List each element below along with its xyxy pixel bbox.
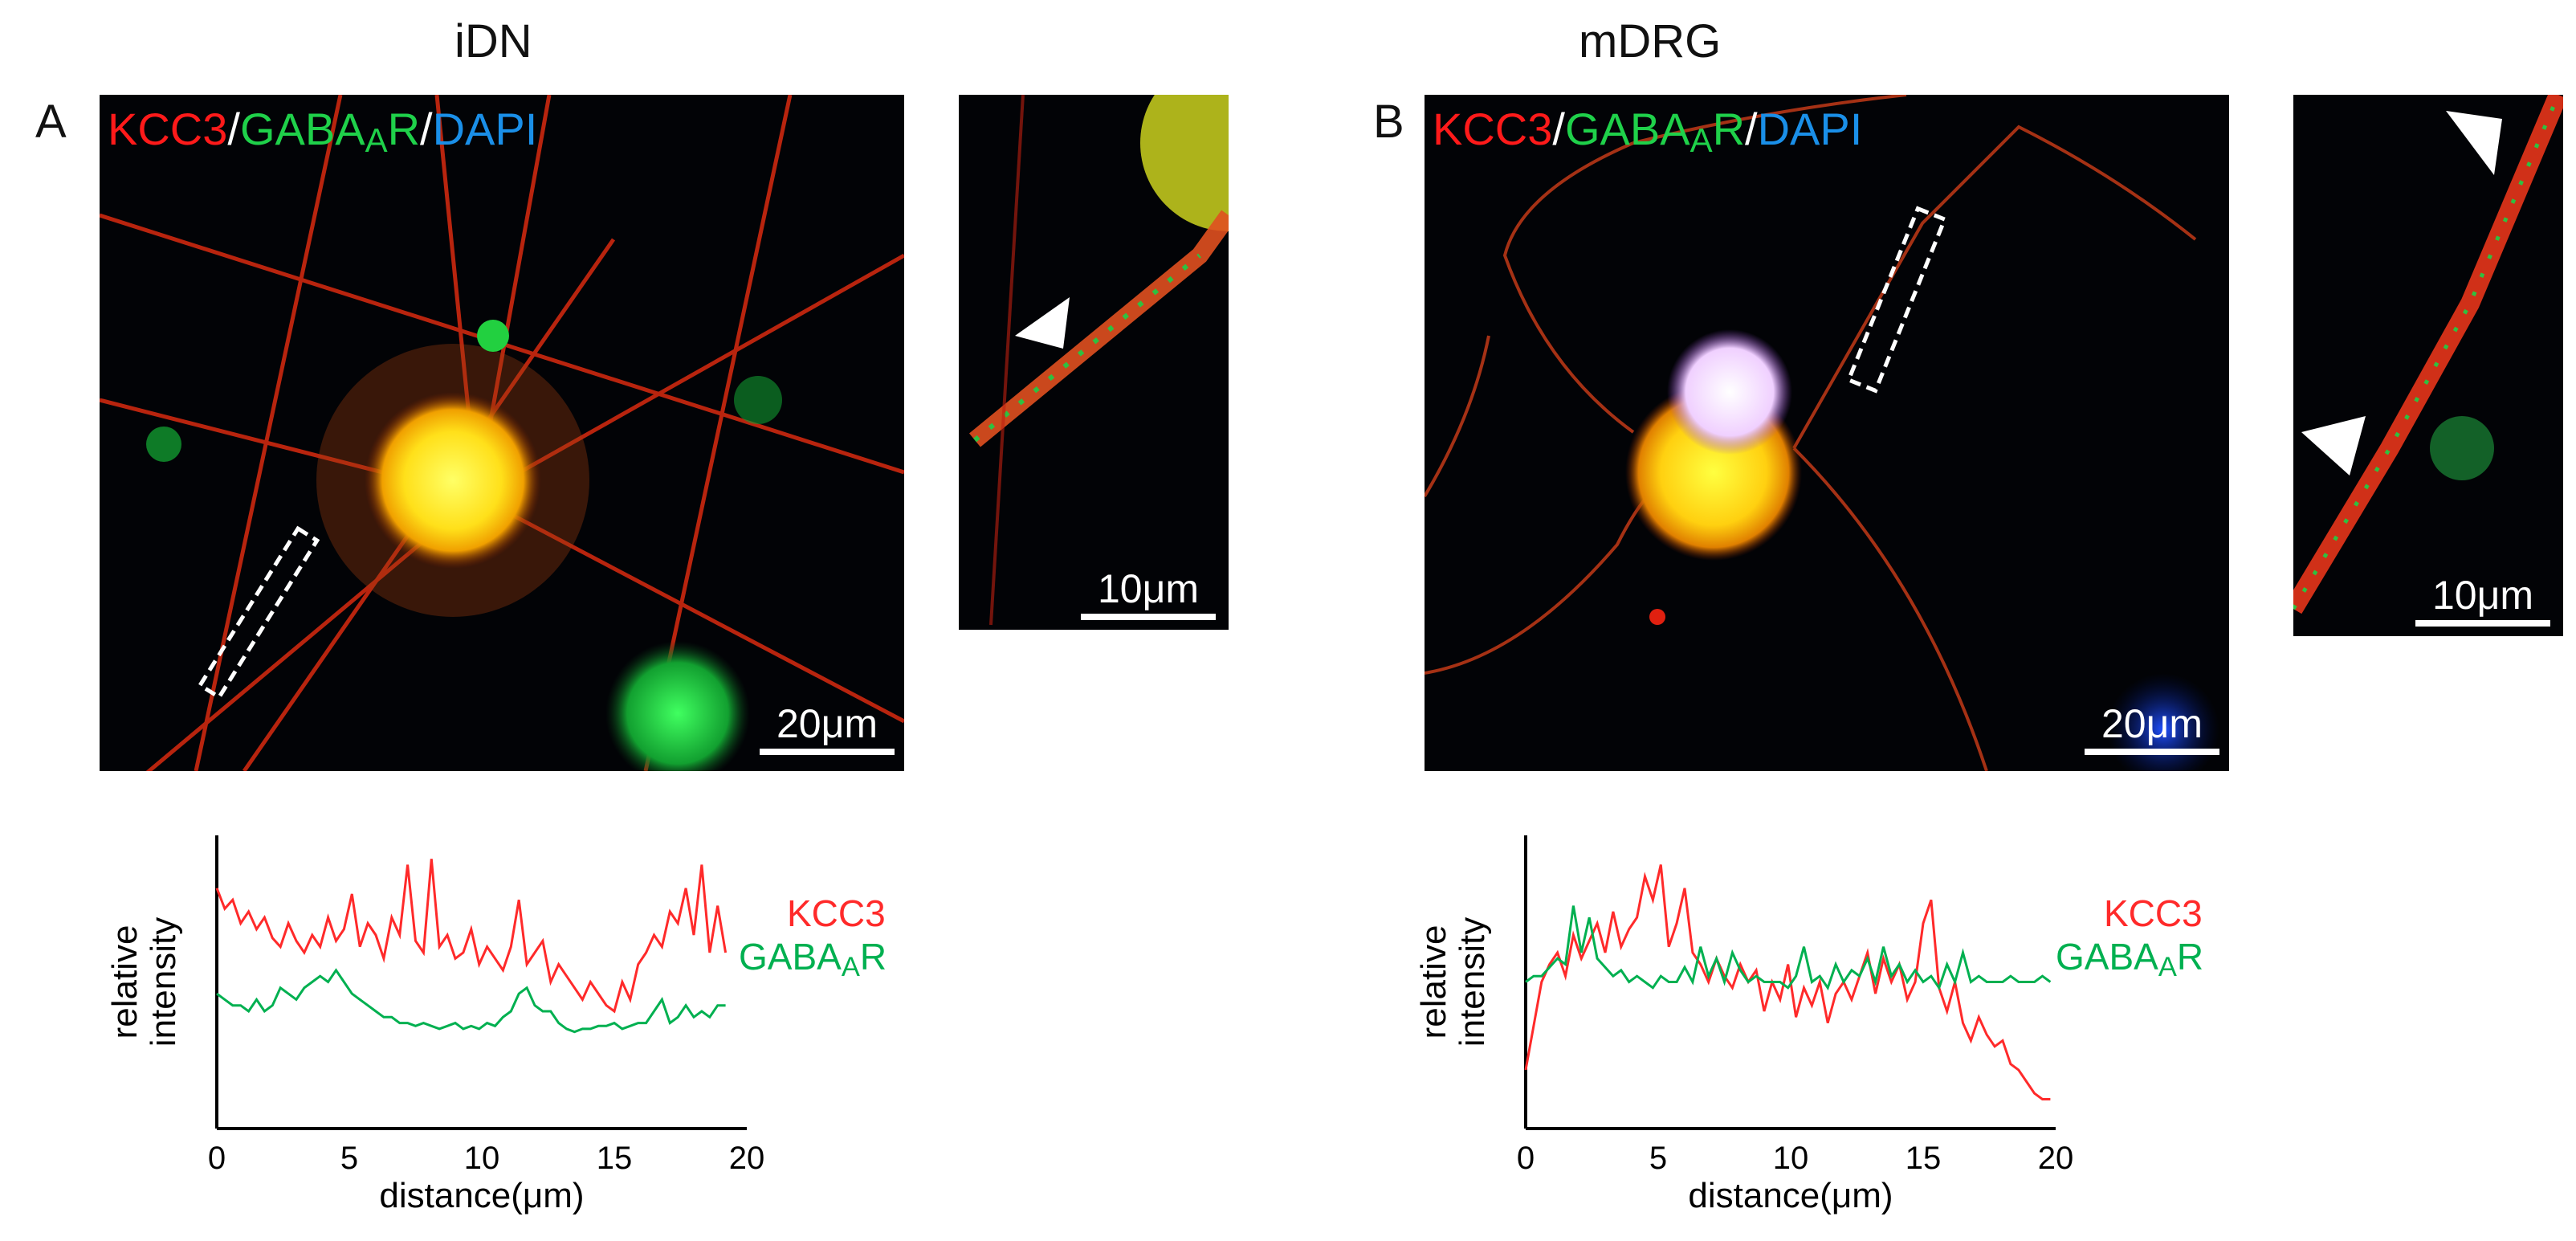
dapi-label: DAPI	[432, 104, 538, 154]
panel-b-legend: KCC3 GABAAR	[2056, 892, 2204, 982]
arrowhead-icon	[2301, 416, 2366, 476]
panel-b-micrograph: KCC3/GABAAR/DAPI 20μm	[1425, 95, 2229, 771]
panel-b-neuron-image	[1425, 95, 2219, 771]
legend-gaba: GABAAR	[739, 936, 887, 982]
panel-a-neuron-image	[100, 95, 904, 771]
panel-b-letter: B	[1373, 96, 1404, 148]
panel-b-x-tick-label: 0	[1517, 1141, 1535, 1176]
arrowhead-icon	[2446, 111, 2502, 175]
panel-a-x-tick-label: 20	[729, 1141, 765, 1176]
panel-a-stain-label: KCC3/GABAAR/DAPI	[108, 104, 538, 160]
panel-b-intensity-plot: 0 5 10 15 20 distance(μm) relative intensity	[1414, 835, 2074, 1215]
panel-a-scale-bar: 20μm	[760, 700, 895, 755]
panel-a-legend: KCC3 GABAAR	[739, 892, 887, 982]
panel-b-scale-bar: 20μm	[2085, 700, 2219, 755]
panel-b-x-axis-label: distance(μm)	[1688, 1176, 1893, 1215]
panel-a-y-axis-label-line1: relative	[105, 925, 145, 1039]
panel-a-scale-line	[760, 749, 895, 755]
panel-a-y-axis-label-line2: intensity	[144, 917, 183, 1047]
panel-a-x-tick-label: 0	[208, 1141, 226, 1176]
panel-b-x-tick-label: 10	[1773, 1141, 1809, 1176]
panel-b-inset-image	[2293, 95, 2563, 614]
panel-b-inset-scale-bar: 10μm	[2415, 572, 2550, 627]
panel-b-stain-label: KCC3/GABAAR/DAPI	[1433, 104, 1863, 160]
panel-b-x-tick-label: 5	[1649, 1141, 1667, 1176]
panel-a-inset-scale-bar: 10μm	[1081, 565, 1216, 620]
panel-a-inset: 10μm	[959, 95, 1229, 630]
panel-b-inset: 10μm	[2293, 95, 2563, 636]
panel-a-title: iDN	[454, 15, 532, 67]
panel-b-y-axis-label-line1: relative	[1414, 925, 1453, 1039]
panel-a-x-axis-label: distance(μm)	[379, 1176, 584, 1215]
panel-b-x-tick-label: 20	[2038, 1141, 2074, 1176]
panel-b-title: mDRG	[1579, 15, 1722, 67]
panel-a-x-tick-label: 15	[597, 1141, 633, 1176]
panel-a-series-gabaar-line	[216, 968, 726, 1034]
panel-b-series-kcc3-line	[1524, 864, 2051, 1100]
legend-kcc3: KCC3	[787, 892, 886, 934]
panel-a-scale-label: 20μm	[776, 701, 878, 746]
panel-b-x-tick-label: 15	[1906, 1141, 1942, 1176]
arrowhead-icon	[1015, 297, 1070, 349]
panel-a-inset-image	[969, 95, 1229, 626]
panel-a-micrograph: KCC3/GABAAR/DAPI 20μm	[100, 95, 904, 771]
panel-a-x-tick-label: 10	[464, 1141, 500, 1176]
panel-a-x-tick-label: 5	[340, 1141, 358, 1176]
panel-b-series-gabaar-line	[1525, 905, 2052, 991]
panel-a-intensity-plot: 0 5 10 15 20 distance(μm) relative intensity	[105, 835, 765, 1215]
gaba-label: GABA	[239, 104, 365, 154]
panel-b-y-axis-label-line2: intensity	[1453, 917, 1492, 1047]
panel-a-letter: A	[35, 96, 67, 148]
kcc3-label: KCC3	[108, 104, 228, 154]
panel-a-series-kcc3-line	[215, 859, 728, 1014]
